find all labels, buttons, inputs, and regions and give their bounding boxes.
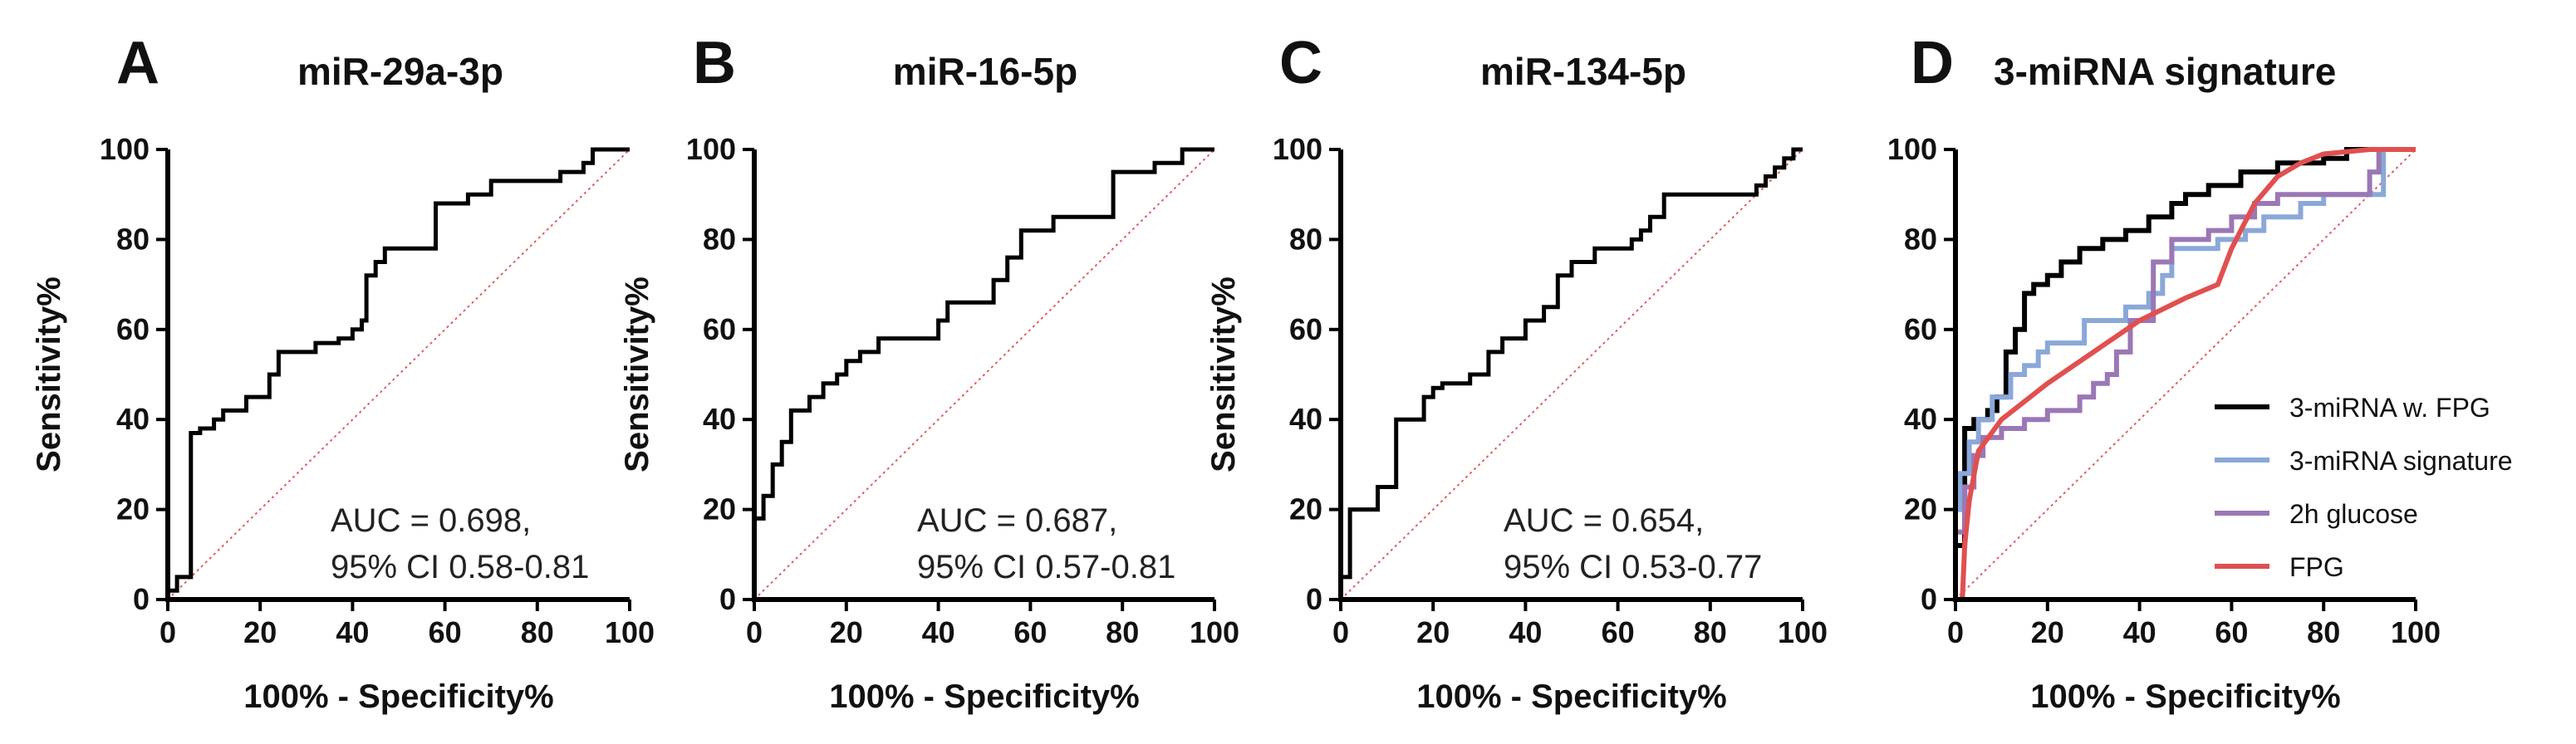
y-tick-label: 20: [1904, 492, 1937, 526]
auc-annotation: AUC = 0.687,: [917, 502, 1117, 539]
x-tick-label: 20: [243, 615, 277, 649]
x-tick-label: 100: [1190, 615, 1239, 649]
x-tick-label: 0: [746, 615, 763, 649]
chart-title: miR-16-5p: [893, 50, 1077, 93]
y-tick-label: 100: [1273, 132, 1322, 166]
legend: 3-miRNA w. FPG 3-miRNA signature 2h glucos…: [2215, 393, 2513, 582]
x-tick-label: 80: [521, 615, 554, 649]
x-tick-label: 80: [1694, 615, 1727, 649]
y-tick-label: 100: [1887, 132, 1937, 166]
y-tick-label: 80: [703, 222, 736, 256]
chart-title: miR-134-5p: [1480, 50, 1686, 93]
x-tick-label: 0: [1947, 615, 1964, 649]
y-tick-label: 60: [116, 312, 150, 346]
x-tick-label: 20: [830, 615, 863, 649]
y-tick-label: 20: [703, 492, 736, 526]
chance-line: [1955, 149, 2417, 600]
chart-title: 3-miRNA signature: [1994, 50, 2336, 93]
x-tick-label: 100: [605, 615, 655, 649]
auc-annotation: 95% CI 0.57-0.81: [917, 549, 1175, 585]
y-tick-label: 100: [100, 132, 150, 166]
y-tick-label: 60: [1904, 312, 1937, 346]
x-axis-title: 100% - Specificity%: [2030, 678, 2341, 715]
roc-curve: [165, 147, 630, 600]
y-tick-label: 40: [116, 402, 150, 436]
y-tick-label: 20: [116, 492, 150, 526]
roc-curve-3-mirna-signature: [1953, 147, 2416, 600]
auc-annotation: AUC = 0.654,: [1504, 502, 1704, 539]
x-tick-label: 100: [1778, 615, 1828, 649]
x-tick-label: 40: [1509, 615, 1542, 649]
y-axis-title: Sensitivity%: [619, 277, 655, 472]
y-tick-label: 100: [686, 132, 736, 166]
y-axis-title: Sensitivity%: [1205, 277, 1242, 472]
y-tick-label: 80: [1289, 222, 1322, 256]
y-tick-label: 80: [116, 222, 150, 256]
x-axis-title: 100% - Specificity%: [243, 678, 554, 715]
y-tick-label: 40: [703, 402, 736, 436]
x-tick-label: 40: [2123, 615, 2156, 649]
y-tick-label: 40: [1289, 402, 1322, 436]
x-tick-label: 80: [1106, 615, 1139, 649]
y-tick-label: 40: [1904, 402, 1937, 436]
x-tick-label: 20: [2031, 615, 2064, 649]
y-axis-title: Sensitivity%: [31, 277, 67, 472]
legend-label: 3-miRNA w. FPG: [2289, 393, 2490, 423]
y-tick-label: 0: [719, 582, 736, 616]
chance-line: [753, 149, 1215, 600]
x-tick-label: 80: [2307, 615, 2340, 649]
auc-annotation: 95% CI 0.58-0.81: [331, 549, 589, 585]
x-axis-title: 100% - Specificity%: [829, 678, 1140, 715]
y-tick-label: 0: [1306, 582, 1322, 616]
x-tick-label: 60: [2215, 615, 2248, 649]
x-tick-label: 40: [336, 615, 369, 649]
roc-curve: [752, 147, 1214, 600]
y-tick-label: 20: [1289, 492, 1322, 526]
y-tick-label: 60: [703, 312, 736, 346]
x-tick-label: 20: [1416, 615, 1450, 649]
chart-title: miR-29a-3p: [297, 50, 503, 93]
panel-letter: A: [116, 30, 159, 96]
y-tick-label: 0: [1921, 582, 1937, 616]
roc-curve-fpg: [1960, 147, 2416, 600]
y-tick-label: 0: [133, 582, 150, 616]
panel-letter: D: [1911, 30, 1954, 96]
legend-label: 2h glucose: [2289, 499, 2418, 529]
x-tick-label: 60: [1013, 615, 1047, 649]
x-tick-label: 60: [429, 615, 462, 649]
legend-label: 3-miRNA signature: [2289, 446, 2513, 476]
x-axis-title: 100% - Specificity%: [1416, 678, 1727, 715]
x-tick-label: 0: [159, 615, 176, 649]
auc-annotation: AUC = 0.698,: [331, 502, 531, 539]
legend-label: FPG: [2289, 552, 2344, 582]
x-tick-label: 40: [922, 615, 955, 649]
auc-annotation: 95% CI 0.53-0.77: [1504, 549, 1762, 585]
x-tick-label: 0: [1332, 615, 1349, 649]
y-tick-label: 80: [1904, 222, 1937, 256]
panel-letter: B: [693, 30, 736, 96]
panel-letter: C: [1279, 30, 1322, 96]
roc-curve: [1338, 147, 1803, 600]
x-tick-label: 60: [1602, 615, 1635, 649]
x-tick-label: 100: [2391, 615, 2441, 649]
roc-panel-d: D 3-miRNA signature 0 20 40 60 80 100 0 20 40 60 80 1…: [1887, 30, 2513, 715]
y-tick-label: 60: [1289, 312, 1322, 346]
